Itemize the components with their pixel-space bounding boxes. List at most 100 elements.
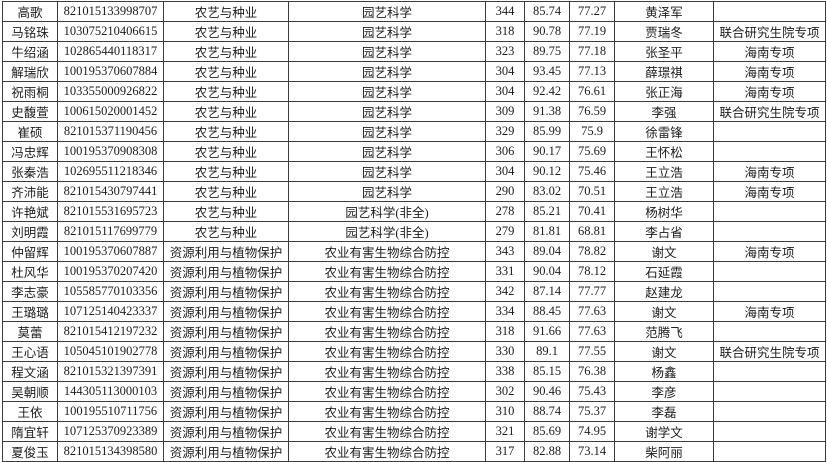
cell-retest-score: 91.66 [524,321,570,342]
cell-remark [713,421,826,442]
cell-total-score: 75.69 [569,141,615,162]
cell-major-field: 资源利用与植物保护 [163,401,289,422]
cell-research-direction: 园艺科学 [288,141,486,162]
cell-research-direction: 园艺科学 [288,81,486,102]
cell-advisor: 张圣平 [614,41,714,62]
cell-candidate-id: 144305113000103 [57,381,164,402]
cell-candidate-id: 821015412197232 [57,321,164,342]
cell-retest-score: 89.1 [524,341,570,362]
cell-retest-score: 93.45 [524,61,570,82]
cell-major-field: 资源利用与植物保护 [163,261,289,282]
cell-retest-score: 90.46 [524,381,570,402]
cell-name: 程文涵 [2,361,58,382]
cell-remark [713,281,826,302]
cell-candidate-id: 105585770103356 [57,281,164,302]
cell-initial-score: 342 [485,281,525,302]
cell-retest-score: 85.69 [524,421,570,442]
cell-total-score: 74.95 [569,421,615,442]
cell-remark [713,401,826,422]
cell-remark [713,1,826,22]
cell-name: 吴朝顺 [2,381,58,402]
cell-major-field: 农艺与种业 [163,181,289,202]
cell-retest-score: 89.04 [524,241,570,262]
cell-remark [713,201,826,222]
cell-total-score: 70.41 [569,201,615,222]
cell-advisor: 王立浩 [614,181,714,202]
cell-retest-score: 88.74 [524,401,570,422]
cell-major-field: 资源利用与植物保护 [163,301,289,322]
table-row: 许艳斌 821015531695723 农艺与种业 园艺科学(非全) 278 85.21 7… [2,201,826,222]
cell-major-field: 农艺与种业 [163,121,289,142]
cell-remark: 海南专项 [713,301,826,322]
cell-total-score: 77.18 [569,41,615,62]
cell-retest-score: 85.21 [524,201,570,222]
cell-major-field: 农艺与种业 [163,141,289,162]
cell-advisor: 谢学文 [614,421,714,442]
cell-major-field: 农艺与种业 [163,221,289,242]
cell-research-direction: 农业有害生物综合防控 [288,241,486,262]
cell-advisor: 谢文 [614,301,714,322]
cell-research-direction: 园艺科学(非全) [288,201,486,222]
table-row: 王依 100195510711756 资源利用与植物保护 农业有害生物综合防控 310 8… [2,401,826,422]
cell-name: 莫蕾 [2,321,58,342]
table-row: 莫蕾 821015412197232 资源利用与植物保护 农业有害生物综合防控 318 9… [2,321,826,342]
cell-name: 许艳斌 [2,201,58,222]
cell-remark [713,361,826,382]
cell-remark: 海南专项 [713,81,826,102]
cell-name: 崔硕 [2,121,58,142]
cell-research-direction: 园艺科学 [288,21,486,42]
table-row: 牛绍涵 102865440118317 农艺与种业 园艺科学 323 89.75 77.18… [2,41,826,62]
cell-name: 解瑞欣 [2,61,58,82]
cell-initial-score: 304 [485,61,525,82]
cell-research-direction: 农业有害生物综合防控 [288,421,486,442]
cell-initial-score: 290 [485,181,525,202]
table-row: 吴朝顺 144305113000103 资源利用与植物保护 农业有害生物综合防控 302… [2,381,826,402]
cell-initial-score: 318 [485,21,525,42]
cell-name: 祝雨桐 [2,81,58,102]
cell-name: 冯忠辉 [2,141,58,162]
cell-total-score: 76.59 [569,101,615,122]
table-row: 张秦浩 102695511218346 农艺与种业 园艺科学 304 90.12 75.46… [2,161,826,182]
table-row: 隋宜轩 107125370923389 资源利用与植物保护 农业有害生物综合防控 321… [2,421,826,442]
cell-advisor: 谢文 [614,341,714,362]
cell-research-direction: 园艺科学 [288,161,486,182]
cell-total-score: 77.19 [569,21,615,42]
cell-advisor: 王立浩 [614,161,714,182]
cell-remark: 联合研究生院专项 [713,21,826,42]
cell-total-score: 75.46 [569,161,615,182]
cell-advisor: 杨树华 [614,201,714,222]
cell-retest-score: 87.14 [524,281,570,302]
cell-remark: 海南专项 [713,41,826,62]
cell-total-score: 75.9 [569,121,615,142]
table-row: 杜风华 100195370207420 资源利用与植物保护 农业有害生物综合防控 331… [2,261,826,282]
cell-name: 李志豪 [2,281,58,302]
cell-major-field: 农艺与种业 [163,21,289,42]
cell-initial-score: 334 [485,301,525,322]
cell-initial-score: 323 [485,41,525,62]
cell-advisor: 李磊 [614,401,714,422]
cell-major-field: 资源利用与植物保护 [163,281,289,302]
cell-remark [713,381,826,402]
cell-name: 张秦浩 [2,161,58,182]
cell-retest-score: 92.42 [524,81,570,102]
table-row: 李志豪 105585770103356 资源利用与植物保护 农业有害生物综合防控 342… [2,281,826,302]
cell-name: 齐沛能 [2,181,58,202]
cell-remark: 海南专项 [713,241,826,262]
cell-advisor: 徐雷锋 [614,121,714,142]
cell-major-field: 农艺与种业 [163,1,289,22]
cell-advisor: 王怀松 [614,141,714,162]
cell-total-score: 75.37 [569,401,615,422]
cell-research-direction: 园艺科学 [288,1,486,22]
cell-research-direction: 农业有害生物综合防控 [288,381,486,402]
cell-retest-score: 85.15 [524,361,570,382]
table-row: 马铭珠 103075210406615 农艺与种业 园艺科学 318 90.78 77.19… [2,21,826,42]
cell-candidate-id: 821015321397391 [57,361,164,382]
table-row: 高歌 821015133998707 农艺与种业 园艺科学 344 85.74 77.27 黄… [2,1,826,22]
table-row: 史馥萱 100615020001452 农艺与种业 园艺科学 309 91.38 76.59… [2,101,826,122]
cell-remark: 联合研究生院专项 [713,341,826,362]
cell-initial-score: 304 [485,81,525,102]
cell-major-field: 资源利用与植物保护 [163,341,289,362]
cell-advisor: 贾瑞冬 [614,21,714,42]
